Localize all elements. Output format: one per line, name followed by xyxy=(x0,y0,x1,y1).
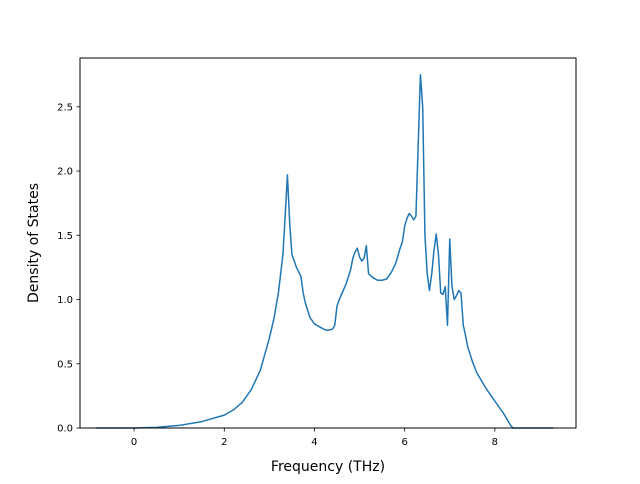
x-tick-label: 2 xyxy=(221,437,227,448)
y-tick-label: 2.5 xyxy=(57,102,73,113)
y-tick-label: 0.0 xyxy=(57,424,73,435)
y-tick-label: 0.5 xyxy=(57,359,73,370)
x-tick-label: 6 xyxy=(401,437,407,448)
plot-area-background xyxy=(80,58,576,428)
x-tick-label: 8 xyxy=(492,437,498,448)
plot-frame xyxy=(79,57,577,429)
y-tick-label: 2.0 xyxy=(57,167,73,178)
y-axis-label: Density of States xyxy=(26,183,42,303)
y-tick-label: 1.5 xyxy=(57,231,73,242)
dos-series-line xyxy=(95,73,554,429)
x-axis-label: Frequency (THz) xyxy=(271,459,385,475)
x-tick-label: 4 xyxy=(311,437,317,448)
x-axis-ticks: 0 2 4 6 8 xyxy=(131,428,498,448)
y-tick-label: 1.0 xyxy=(57,295,73,306)
series-layer xyxy=(95,73,554,429)
x-tick-label: 0 xyxy=(131,437,137,448)
y-axis-ticks: 0.0 0.5 1.0 1.5 2.0 2.5 xyxy=(57,102,80,435)
